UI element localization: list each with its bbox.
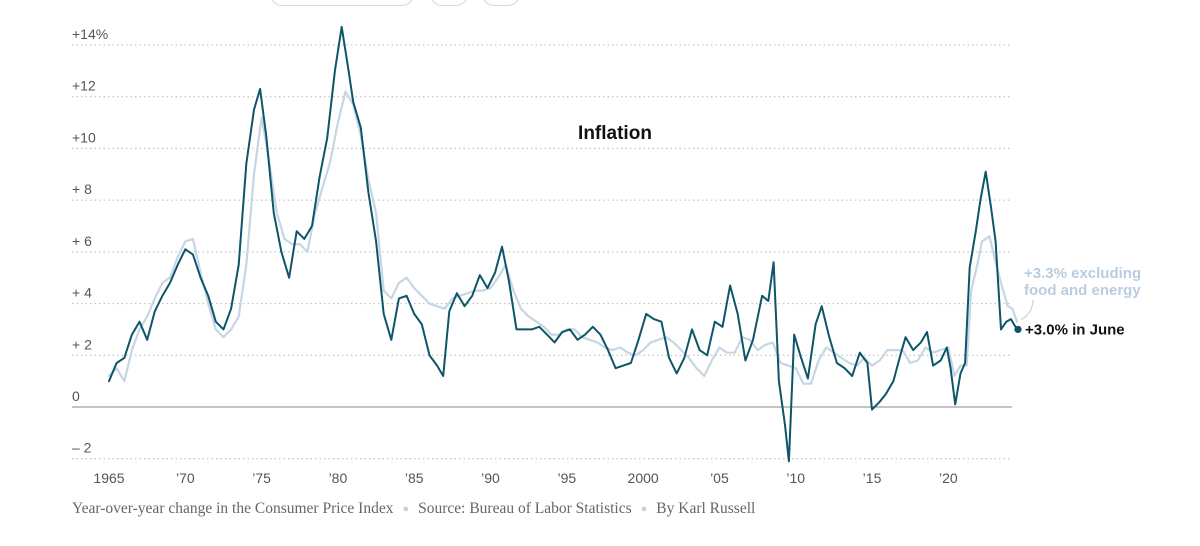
- x-tick-label: ’85: [405, 470, 424, 486]
- core-annotation-leader: [1020, 299, 1034, 321]
- x-tick-label: ’70: [176, 470, 195, 486]
- y-tick-label: + 6: [72, 233, 92, 249]
- x-tick-label: ’75: [252, 470, 271, 486]
- x-tick-label: ’15: [863, 470, 882, 486]
- y-tick-label: +10: [72, 129, 96, 145]
- y-tick-label: + 8: [72, 181, 92, 197]
- y-tick-label: 0: [72, 388, 80, 404]
- headline-end-dot: [1014, 325, 1022, 334]
- x-axis: 1965 ’70 ’75 ’80 ’85 ’90 ’95 2000 ’05 ’10 ’15 ’20: [93, 470, 957, 486]
- chart-source: Source: Bureau of Labor Statistics: [418, 500, 632, 517]
- y-tick-label: +12: [72, 78, 96, 94]
- x-tick-label: ’05: [710, 470, 729, 486]
- x-tick-label: 2000: [628, 470, 659, 486]
- x-tick-label: ’80: [329, 470, 348, 486]
- grid-layer: [72, 44, 1012, 460]
- y-tick-label: + 2: [72, 336, 92, 352]
- y-tick-label: +14%: [72, 26, 108, 42]
- x-tick-label: ’10: [786, 470, 805, 486]
- separator-dot: ●: [640, 503, 648, 515]
- x-tick-label: ’95: [557, 470, 576, 486]
- y-tick-label: – 2: [72, 440, 92, 456]
- inflation-chart: +14% +12 +10 + 8 + 6 + 4 + 2 0 – 2 1965 ’70 ’75 ’80…: [72, 25, 1141, 486]
- series-layer: [107, 25, 1019, 463]
- series-line-headline: [108, 25, 1018, 463]
- separator-dot: ●: [402, 503, 410, 515]
- x-tick-label: ’20: [939, 470, 958, 486]
- core-annotation-line: +3.3% excluding: [1024, 265, 1141, 282]
- chart-footer: Year-over-year change in the Consumer Pr…: [72, 500, 755, 518]
- x-tick-label: ’90: [481, 470, 500, 486]
- chart-title: Inflation: [578, 123, 652, 144]
- headline-annotation: +3.0% in June: [1025, 321, 1125, 338]
- chart-description: Year-over-year change in the Consumer Pr…: [72, 500, 394, 517]
- series-line-core: [107, 90, 1019, 385]
- chart-byline: By Karl Russell: [656, 500, 756, 517]
- x-tick-label: 1965: [93, 470, 124, 486]
- y-axis: +14% +12 +10 + 8 + 6 + 4 + 2 0 – 2: [72, 26, 108, 456]
- y-tick-label: + 4: [72, 285, 92, 301]
- core-annotation-line: food and energy: [1024, 282, 1141, 299]
